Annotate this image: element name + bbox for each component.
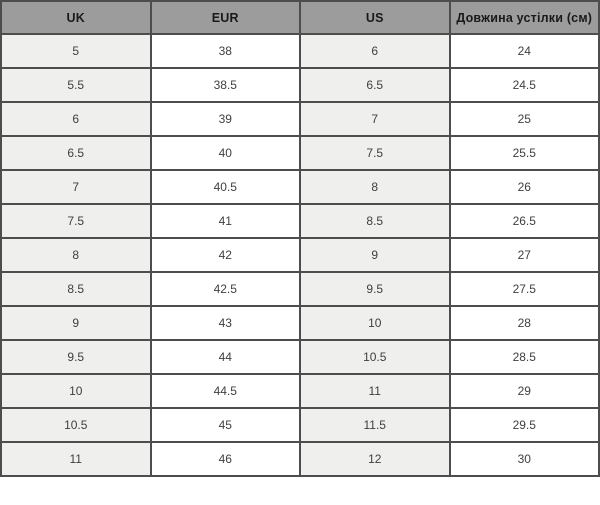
table-cell: 42.5	[149, 271, 301, 307]
table-header: UK EUR US Довжина устілки (см)	[0, 0, 600, 35]
table-row: 5.5 38.5 6.5 24.5	[0, 67, 600, 103]
table-cell: 11	[299, 373, 451, 409]
table-cell: 44	[149, 339, 301, 375]
table-row: 10 44.5 11 29	[0, 373, 600, 409]
table-cell: 10.5	[0, 407, 152, 443]
column-header-eur: EUR	[149, 0, 301, 35]
table-cell: 9.5	[0, 339, 152, 375]
table-cell: 40.5	[149, 169, 301, 205]
table-cell: 25	[448, 101, 600, 137]
table-cell: 6	[0, 101, 152, 137]
table-cell: 26	[448, 169, 600, 205]
table-cell: 7.5	[299, 135, 451, 171]
table-row: 8.5 42.5 9.5 27.5	[0, 271, 600, 307]
table-cell: 26.5	[448, 203, 600, 239]
table-cell: 27	[448, 237, 600, 273]
table-row: 7 40.5 8 26	[0, 169, 600, 205]
table-row: 6 39 7 25	[0, 101, 600, 137]
table-row: 10.5 45 11.5 29.5	[0, 407, 600, 443]
table-cell: 39	[149, 101, 301, 137]
table-cell: 38.5	[149, 67, 301, 103]
table-row: 9.5 44 10.5 28.5	[0, 339, 600, 375]
table-cell: 30	[448, 441, 600, 477]
column-header-uk: UK	[0, 0, 152, 35]
table-cell: 38	[149, 33, 301, 69]
table-cell: 6	[299, 33, 451, 69]
table-cell: 6.5	[299, 67, 451, 103]
table-cell: 29	[448, 373, 600, 409]
table-cell: 9.5	[299, 271, 451, 307]
table-cell: 8	[299, 169, 451, 205]
size-chart-table: UK EUR US Довжина устілки (см) 5 38 6 24 5.5…	[0, 0, 600, 477]
table-cell: 28	[448, 305, 600, 341]
table-cell: 10	[299, 305, 451, 341]
table-cell: 8.5	[299, 203, 451, 239]
table-cell: 6.5	[0, 135, 152, 171]
table-cell: 27.5	[448, 271, 600, 307]
column-header-insole-length: Довжина устілки (см)	[448, 0, 600, 35]
table-cell: 8	[0, 237, 152, 273]
table-cell: 25.5	[448, 135, 600, 171]
table-cell: 8.5	[0, 271, 152, 307]
column-header-us: US	[299, 0, 451, 35]
table-row: 5 38 6 24	[0, 33, 600, 69]
table-cell: 7	[299, 101, 451, 137]
table-cell: 43	[149, 305, 301, 341]
table-cell: 24	[448, 33, 600, 69]
table-cell: 11.5	[299, 407, 451, 443]
table-cell: 11	[0, 441, 152, 477]
table-cell: 9	[299, 237, 451, 273]
table-cell: 42	[149, 237, 301, 273]
table-cell: 5	[0, 33, 152, 69]
table-cell: 46	[149, 441, 301, 477]
table-cell: 5.5	[0, 67, 152, 103]
table-row: 11 46 12 30	[0, 441, 600, 477]
table-cell: 44.5	[149, 373, 301, 409]
table-cell: 12	[299, 441, 451, 477]
table-cell: 10	[0, 373, 152, 409]
table-cell: 7.5	[0, 203, 152, 239]
table-cell: 9	[0, 305, 152, 341]
table-cell: 28.5	[448, 339, 600, 375]
table-row: 9 43 10 28	[0, 305, 600, 341]
table-row: 6.5 40 7.5 25.5	[0, 135, 600, 171]
table-row: 8 42 9 27	[0, 237, 600, 273]
table-cell: 29.5	[448, 407, 600, 443]
table-body: 5 38 6 24 5.5 38.5 6.5 24.5 6 39 7 25 6.5 40 7.5 25.5 7 4…	[0, 33, 600, 477]
table-cell: 24.5	[448, 67, 600, 103]
table-cell: 41	[149, 203, 301, 239]
table-row: 7.5 41 8.5 26.5	[0, 203, 600, 239]
table-cell: 7	[0, 169, 152, 205]
table-cell: 45	[149, 407, 301, 443]
table-cell: 40	[149, 135, 301, 171]
table-cell: 10.5	[299, 339, 451, 375]
header-row: UK EUR US Довжина устілки (см)	[0, 0, 600, 35]
